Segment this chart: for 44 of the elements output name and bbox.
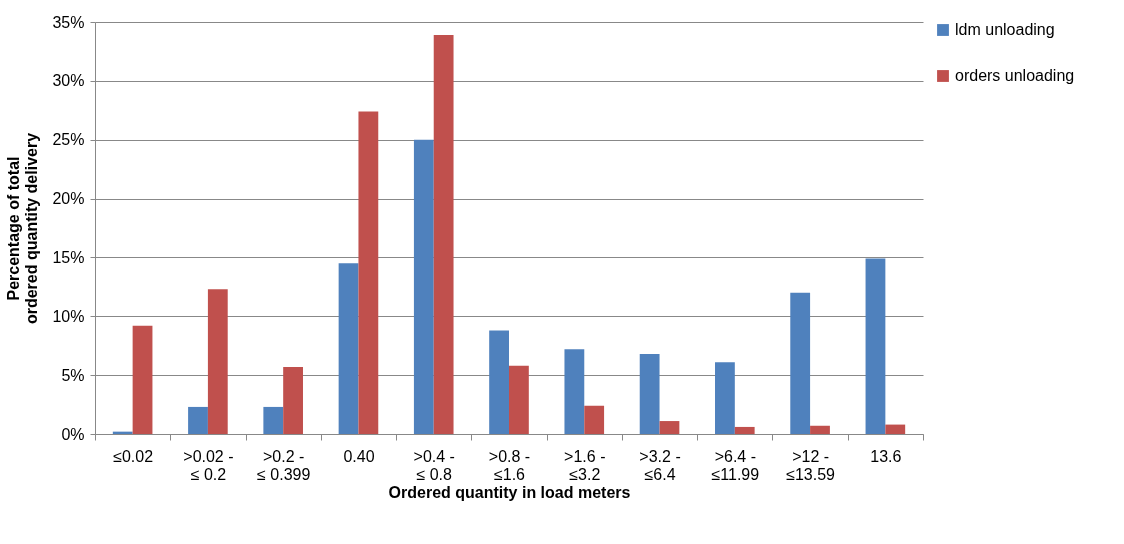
legend-label: ldm unloading <box>955 21 1055 38</box>
x-tick-label: >6.4 - ≤11.99 <box>711 447 760 483</box>
bar <box>584 405 605 434</box>
bar <box>207 289 228 434</box>
x-axis-title: Ordered quantity in load meters <box>388 483 631 501</box>
legend-label: orders unloading <box>955 67 1075 84</box>
y-axis-title: Percentage of total ordered quantity delivery <box>5 132 41 325</box>
y-tick-label: 15% <box>52 248 85 266</box>
y-tick-label: 0% <box>61 425 85 443</box>
bar <box>358 111 379 434</box>
x-tick-label: >0.4 - ≤ 0.8 <box>413 447 455 483</box>
x-tick-label: >1.6 - ≤3.2 <box>564 447 606 483</box>
x-tick-label: >3.2 - ≤6.4 <box>639 447 681 483</box>
bar <box>132 325 153 434</box>
bar <box>564 349 585 434</box>
y-tick-label: 35% <box>52 13 85 31</box>
y-tick-label: 25% <box>52 131 85 149</box>
bar <box>433 34 454 434</box>
bar <box>509 365 529 434</box>
bar <box>188 406 208 434</box>
x-tick-label: >0.2 - ≤ 0.399 <box>257 447 311 483</box>
x-tick-label: ≤0.02 <box>113 447 154 465</box>
y-tick-label: 30% <box>52 72 85 90</box>
x-tick-label: 13.6 <box>870 447 902 465</box>
y-tick-label: 20% <box>52 190 85 208</box>
x-tick-label: >0.8 - ≤1.6 <box>488 447 531 483</box>
bar <box>639 353 660 434</box>
bar <box>413 139 434 434</box>
bar <box>810 425 830 434</box>
x-tick-label: >0.02 - ≤ 0.2 <box>183 447 234 483</box>
bar <box>659 421 680 434</box>
bar <box>263 406 284 434</box>
bar <box>338 263 359 434</box>
bar <box>885 424 906 434</box>
bar <box>734 426 755 434</box>
bar <box>715 362 735 434</box>
bar <box>489 330 509 434</box>
x-tick-label: 0.40 <box>343 447 375 465</box>
bar <box>865 258 886 434</box>
bar <box>283 366 303 434</box>
x-tick-label: >12 - ≤13.59 <box>786 447 836 483</box>
y-tick-label: 10% <box>52 307 85 325</box>
bar <box>790 292 811 434</box>
y-tick-label: 5% <box>61 366 85 384</box>
